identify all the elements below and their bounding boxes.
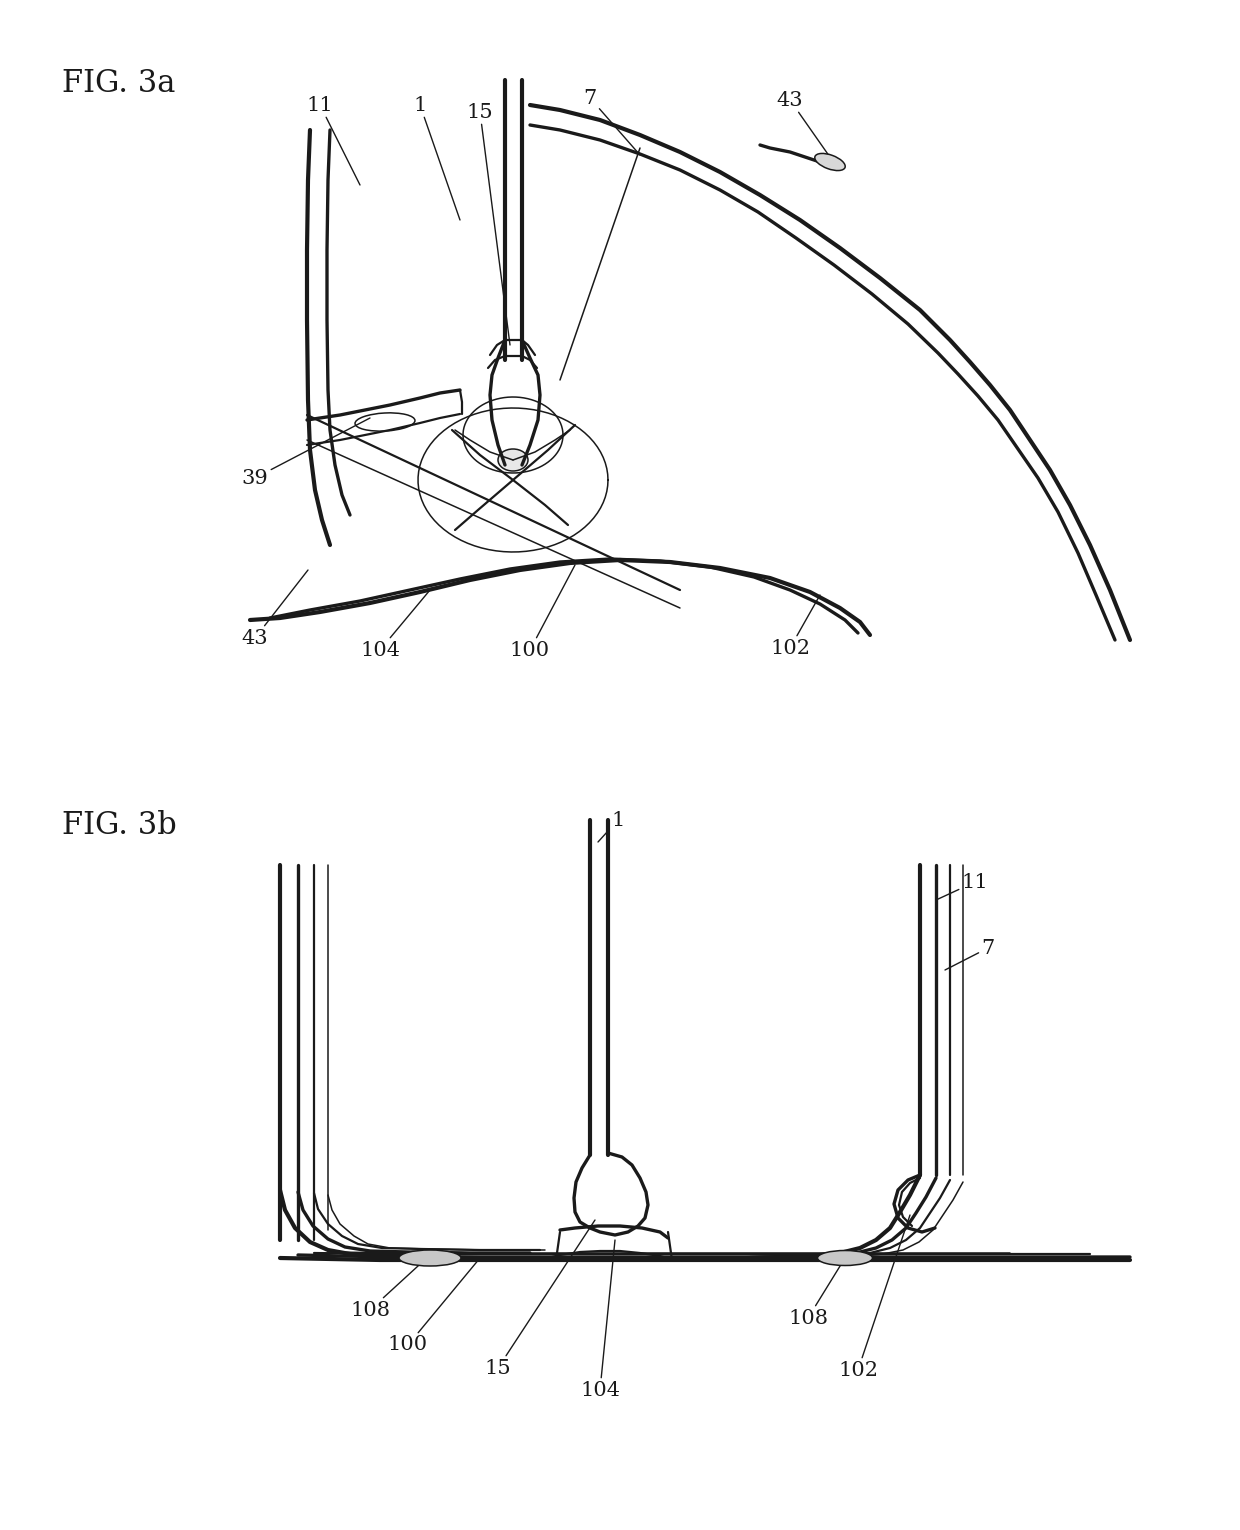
- Text: 11: 11: [306, 95, 360, 185]
- Text: 43: 43: [242, 571, 308, 647]
- Text: 104: 104: [580, 1239, 620, 1400]
- Ellipse shape: [399, 1250, 461, 1265]
- Text: 11: 11: [936, 872, 988, 900]
- Text: 15: 15: [466, 103, 510, 344]
- Text: 108: 108: [350, 1255, 430, 1319]
- Text: 104: 104: [360, 591, 430, 659]
- Text: 102: 102: [838, 1215, 910, 1380]
- Text: FIG. 3a: FIG. 3a: [62, 67, 175, 99]
- Text: 1: 1: [413, 95, 460, 220]
- Text: 100: 100: [388, 1258, 480, 1354]
- Text: 102: 102: [770, 595, 820, 658]
- Text: 7: 7: [583, 89, 640, 155]
- Text: FIG. 3b: FIG. 3b: [62, 809, 177, 842]
- Text: 43: 43: [776, 90, 832, 161]
- Text: 7: 7: [945, 938, 994, 970]
- Ellipse shape: [817, 1250, 873, 1265]
- Text: 1: 1: [598, 811, 625, 842]
- Text: 15: 15: [485, 1219, 595, 1377]
- Ellipse shape: [498, 448, 528, 471]
- Text: 39: 39: [242, 418, 370, 488]
- Text: 100: 100: [510, 565, 575, 659]
- Text: 108: 108: [787, 1258, 844, 1328]
- Ellipse shape: [815, 153, 846, 170]
